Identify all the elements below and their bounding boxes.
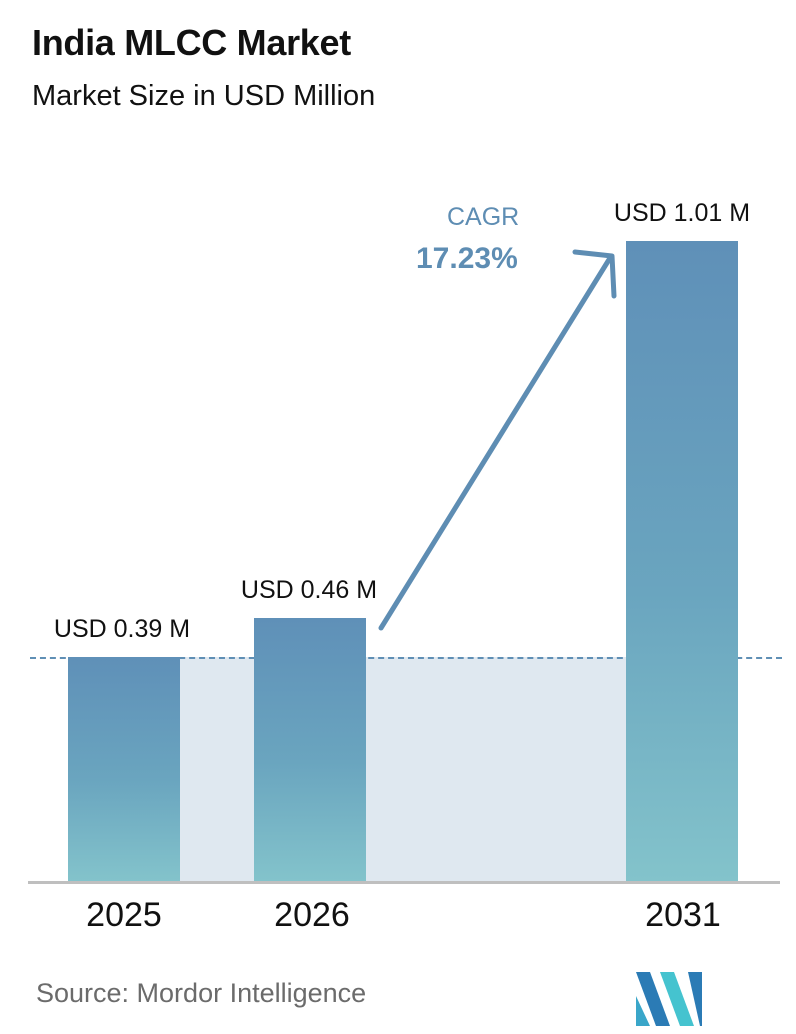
x-label-2026: 2026 [274,896,350,934]
bar-2026 [254,618,366,881]
reference-dashed-line [30,657,782,659]
x-label-2031: 2031 [645,896,721,934]
bar-2031 [626,241,738,881]
chart-subtitle: Market Size in USD Million [32,80,376,112]
value-label-2026: USD 0.46 M [240,576,378,604]
band-2025-2026 [180,657,254,881]
cagr-label: CAGR [447,203,520,231]
cagr-value: 17.23% [416,242,518,275]
band-2026-2031 [366,657,626,881]
bar-2025 [68,657,180,881]
x-label-2025: 2025 [86,896,162,934]
value-label-2025: USD 0.39 M [53,615,191,643]
chart-title: India MLCC Market [32,22,351,63]
mordor-intelligence-logo-icon [636,972,702,1026]
source-text: Source: Mordor Intelligence [36,978,367,1008]
value-label-2031: USD 1.01 M [613,199,751,227]
x-axis-line [28,881,780,884]
